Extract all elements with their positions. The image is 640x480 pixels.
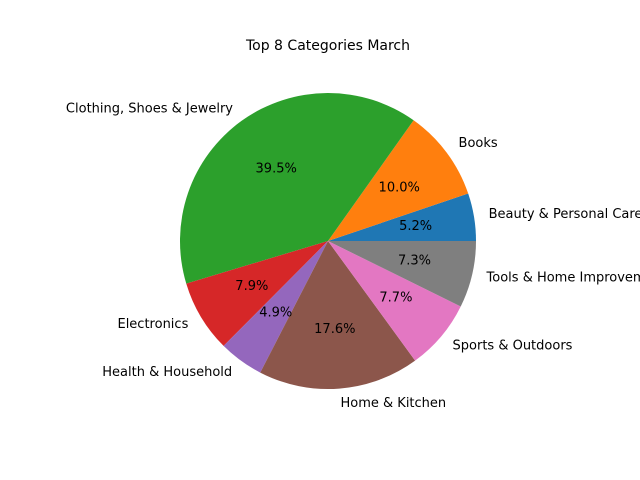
percent-label-clothing-shoes-and-jewelry: 39.5%: [256, 161, 297, 176]
category-label-beauty-and-personal-care: Beauty & Personal Care: [489, 207, 640, 222]
percent-label-sports-and-outdoors: 7.7%: [379, 291, 412, 306]
pie-slice-clothing-shoes-and-jewelry: [180, 93, 414, 284]
category-label-books: Books: [459, 136, 498, 151]
pie-slice-beauty-and-personal-care: [328, 193, 476, 241]
chart-title: Top 8 Categories March: [245, 38, 410, 54]
percent-label-beauty-and-personal-care: 5.2%: [399, 219, 432, 234]
percent-labels: 5.2% 10.0% 39.5% 7.9% 4.9% 17.6% 7.7% 7.3%: [235, 161, 432, 337]
category-labels: Beauty & Personal Care Books Clothing, Sho…: [66, 101, 640, 411]
pie-slice-health-and-household: [223, 241, 328, 373]
pie-slice-tools-and-home-improvement: [328, 241, 476, 307]
category-label-health-and-household: Health & Household: [102, 365, 232, 380]
category-label-tools-and-home-improvement: Tools & Home Improvement: [486, 270, 640, 285]
pie-slices: [180, 93, 476, 389]
percent-label-electronics: 7.9%: [235, 279, 268, 294]
category-label-sports-and-outdoors: Sports & Outdoors: [453, 338, 573, 353]
percent-label-books: 10.0%: [379, 180, 420, 195]
category-label-electronics: Electronics: [117, 317, 188, 332]
pie-slice-books: [328, 120, 469, 241]
percent-label-tools-and-home-improvement: 7.3%: [398, 254, 431, 269]
category-label-home-and-kitchen: Home & Kitchen: [341, 396, 447, 411]
pie-slice-electronics: [186, 241, 328, 346]
pie-slice-home-and-kitchen: [260, 241, 416, 389]
pie-slice-sports-and-outdoors: [328, 241, 461, 361]
category-label-clothing-shoes-and-jewelry: Clothing, Shoes & Jewelry: [66, 101, 233, 116]
percent-label-health-and-household: 4.9%: [259, 305, 292, 320]
percent-label-home-and-kitchen: 17.6%: [314, 322, 355, 337]
